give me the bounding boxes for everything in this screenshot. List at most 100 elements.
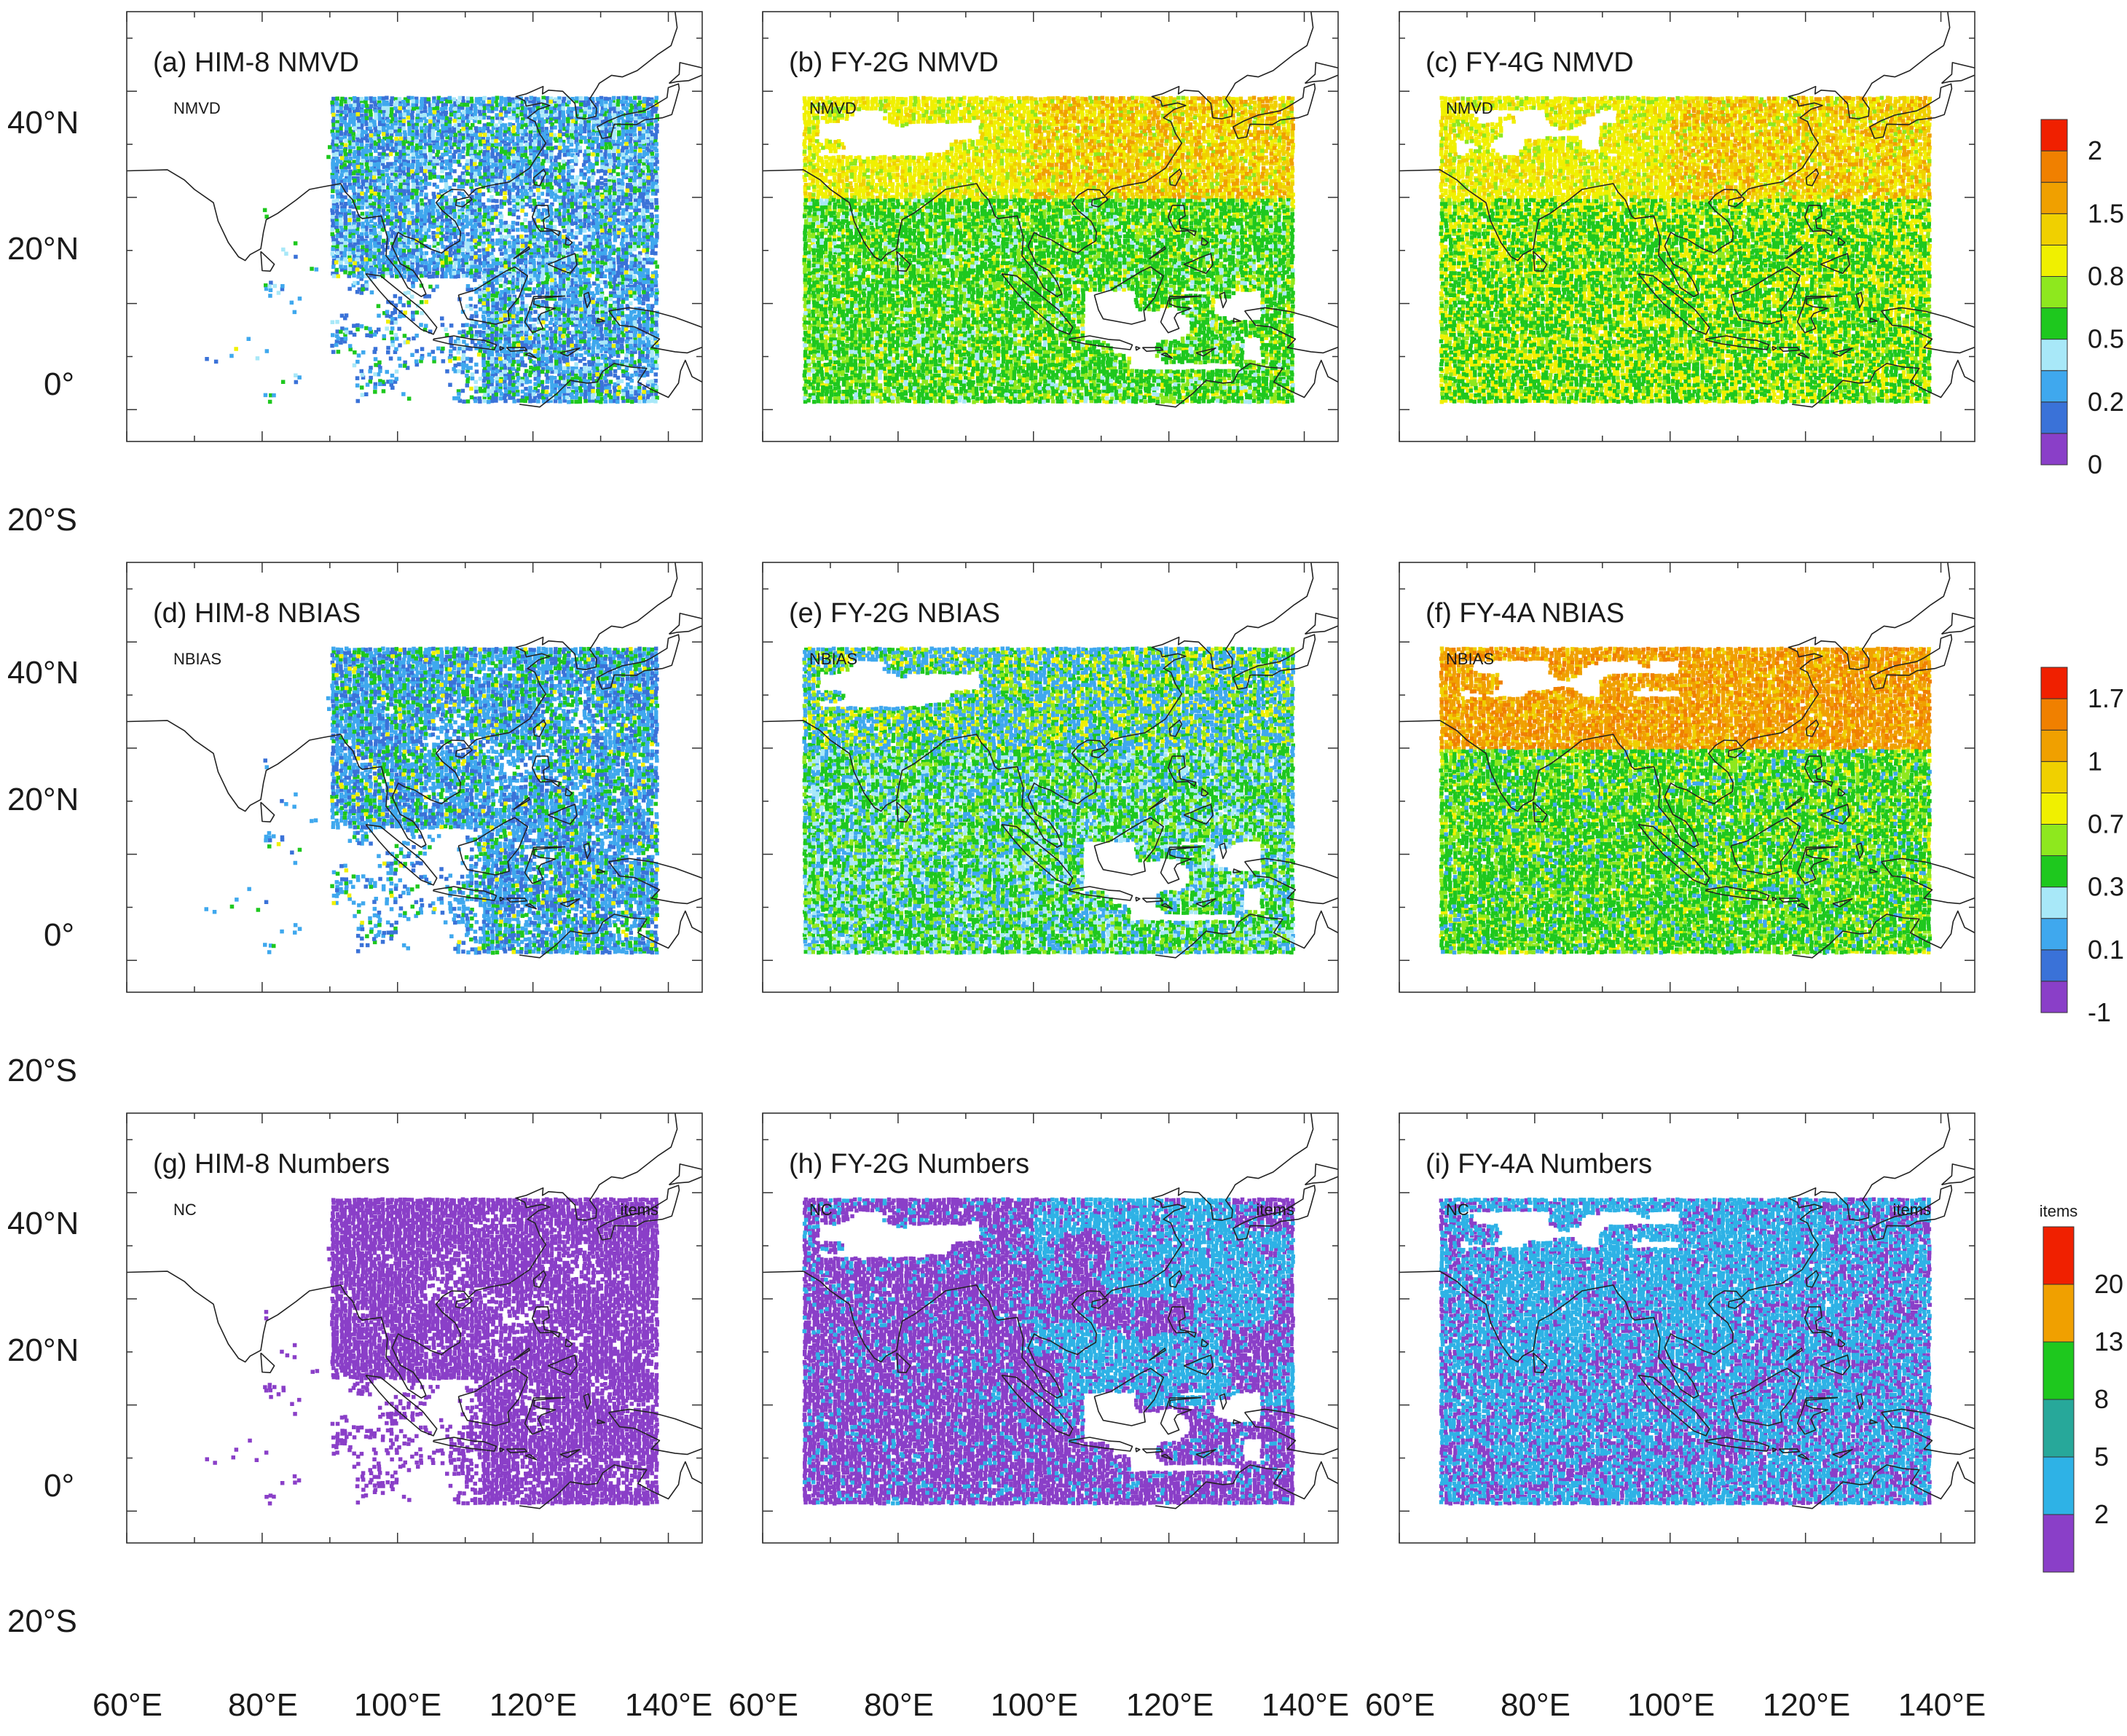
colorbar-label: 0.8: [2088, 262, 2124, 291]
coastline: [506, 347, 528, 352]
colorbar-segment: [2040, 119, 2068, 152]
colorbar-segment: [2040, 339, 2068, 372]
map-area: [127, 562, 702, 959]
coastline: [763, 562, 1314, 848]
coastline: [1797, 352, 1810, 359]
coastline: [127, 562, 678, 848]
coastline: [1855, 291, 1864, 309]
axes-layer: 40°N 20°N 0° 20°S 40°N 20°N 0° 20°S 40°N…: [7, 105, 1986, 1723]
coastline: [1141, 898, 1164, 903]
data-points: [1033, 95, 1295, 200]
coastline: [565, 788, 573, 797]
tick-marks: [762, 12, 1338, 441]
colorbar-segment: [2040, 213, 2068, 246]
coastline: [1155, 359, 1338, 408]
coastline: [1533, 1352, 1548, 1373]
lat-label-20s: 20°S: [7, 502, 77, 538]
coastline: [1304, 62, 1338, 85]
map-area: [127, 12, 702, 408]
variable-label: NMVD: [809, 99, 857, 117]
coastline: [1797, 903, 1810, 910]
panel-title: (e) FY-2G NBIAS: [789, 598, 1000, 629]
coastline: [1869, 1185, 1953, 1241]
coastline: [1637, 273, 1710, 335]
coastline: [1637, 1375, 1710, 1437]
coastline: [1160, 295, 1202, 334]
colorbar-segment: [2040, 792, 2068, 825]
coastline: [583, 842, 591, 860]
coastline-group: [763, 1113, 1338, 1509]
coastline: [1183, 253, 1214, 274]
lat-label-20n: 20°N: [7, 1332, 79, 1368]
colorbar-segment: [2040, 761, 2068, 793]
lon-label-100e: 100°E: [354, 1687, 441, 1723]
coastline: [506, 898, 528, 903]
map-panel-nmvd-him-8: (a) HIM-8 NMVD NMVD: [126, 11, 703, 442]
coastline: [896, 251, 911, 272]
coastline: [1149, 246, 1166, 260]
coastline: [1304, 1163, 1338, 1186]
coastline: [524, 846, 566, 884]
tick-marks: [1399, 562, 1975, 992]
coastline: [524, 352, 538, 359]
coastline: [499, 1447, 505, 1453]
coastline: [597, 1419, 605, 1424]
coastline: [1183, 804, 1214, 825]
colorbar-label: -1: [2088, 997, 2111, 1027]
coastline: [1160, 1453, 1173, 1461]
units-label: items: [1256, 1201, 1294, 1219]
coastline: [1727, 1297, 1745, 1309]
colorbar-segment: [2040, 276, 2068, 309]
coastline: [365, 273, 438, 335]
coastline: [365, 1375, 438, 1437]
colorbar-label: 2: [2088, 135, 2102, 165]
variable-label: NC: [809, 1201, 833, 1219]
coastline: [1637, 824, 1710, 886]
coastline: [365, 824, 438, 886]
coastline: [1093, 266, 1164, 325]
coastline: [1881, 307, 1975, 354]
panel-title: (c) FY-4G NMVD: [1426, 47, 1634, 78]
coastline: [668, 62, 702, 85]
coastline: [668, 613, 702, 635]
colorbar-label: 1: [2088, 746, 2102, 776]
coastline-group: [127, 1113, 702, 1509]
colorbar-segment: [2040, 698, 2068, 731]
variable-label: NBIAS: [809, 650, 857, 668]
map-panel-nmvd-fy-2g: (b) FY-2G NMVD NMVD: [762, 11, 1339, 442]
coastline: [1533, 251, 1548, 272]
coastline: [1869, 868, 1878, 873]
variable-label: NMVD: [1446, 99, 1493, 117]
tick-marks: [126, 12, 702, 441]
coastline: [547, 804, 578, 825]
lon-label-100e: 100°E: [1627, 1687, 1715, 1723]
coastline: [513, 796, 530, 811]
lon-label-140e: 140°E: [625, 1687, 712, 1723]
colorbar-2: 1.7 1 0.7 0.3 0.1 -1: [2040, 667, 2124, 1027]
colorbar-segment: [2040, 981, 2068, 1013]
coastline: [1168, 719, 1183, 737]
coastline: [1869, 83, 1953, 139]
coastline: [1881, 1408, 1975, 1456]
coastline: [1785, 1347, 1803, 1362]
coastline-group: [763, 12, 1338, 408]
lon-label-120e: 120°E: [1126, 1687, 1214, 1723]
coastline: [1160, 846, 1202, 884]
coastline: [524, 1397, 566, 1435]
panel-frame: [762, 1112, 1339, 1544]
colorbar-segment: [2043, 1226, 2075, 1285]
coastline: [547, 1354, 578, 1375]
coastline: [1195, 347, 1216, 357]
tick-marks: [126, 562, 702, 992]
coastline: [1855, 842, 1864, 860]
colorbar-label: 0.5: [2088, 324, 2124, 354]
lon-label-120e: 120°E: [1763, 1687, 1850, 1723]
coastline: [1941, 62, 1975, 85]
coastline: [1797, 1453, 1810, 1461]
coastline: [531, 205, 561, 237]
coastline: [1219, 1393, 1227, 1410]
coastline: [1001, 273, 1074, 335]
lat-label-20n: 20°N: [7, 231, 79, 267]
coastline-group: [127, 12, 702, 408]
colorbar-label: 13: [2094, 1327, 2123, 1356]
